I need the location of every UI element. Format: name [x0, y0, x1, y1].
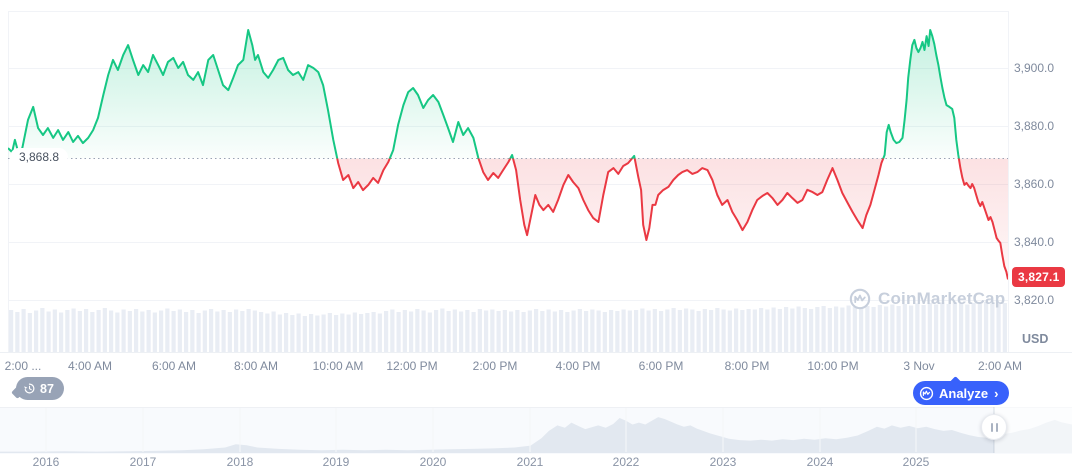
plot-bottom-divider — [0, 352, 1072, 353]
x-axis-tick-label: 4:00 PM — [555, 359, 601, 373]
analyze-label: Analyze — [939, 385, 989, 401]
timeline-year-label: 2016 — [32, 455, 60, 469]
x-axis-tick-label: 2:00 ... — [4, 359, 42, 373]
baseline-price-flag: 3,868.8 — [10, 148, 69, 166]
x-axis-tick-label: 3 Nov — [903, 359, 935, 373]
y-axis-tick-label: 3,820.0 — [1014, 293, 1055, 307]
gridline — [8, 300, 1008, 301]
timeline-scrubber[interactable] — [0, 407, 1072, 454]
x-axis-tick-label: 10:00 AM — [312, 359, 364, 373]
coinmarketcap-watermark: CoinMarketCap — [849, 288, 1005, 310]
timeline-year-label: 2019 — [322, 455, 350, 469]
timeline-year-label: 2023 — [709, 455, 737, 469]
coinmarketcap-logo-icon — [849, 288, 871, 310]
x-axis-tick-label: 2:00 AM — [977, 359, 1023, 373]
x-axis-tick-label: 8:00 AM — [233, 359, 279, 373]
timeline-year-label: 2017 — [129, 455, 157, 469]
x-axis-tick-label: 2:00 PM — [472, 359, 518, 373]
timeline-year-label: 2024 — [806, 455, 834, 469]
history-count: 87 — [40, 381, 54, 396]
handle-grip-icon — [995, 422, 998, 432]
watermark-text: CoinMarketCap — [878, 289, 1006, 308]
timeline-handle[interactable] — [981, 414, 1007, 440]
y-axis-unit-label: USD — [1022, 332, 1049, 346]
last-price-badge: 3,827.1 — [1012, 267, 1066, 287]
timeline-year-label: 2021 — [516, 455, 544, 469]
y-axis-tick-label: 3,860.0 — [1014, 177, 1055, 191]
timeline-year-label: 2025 — [902, 455, 930, 469]
analyze-logo-icon — [919, 386, 934, 401]
x-axis-tick-label: 6:00 PM — [638, 359, 684, 373]
y-axis-tick-label: 3,880.0 — [1014, 119, 1055, 133]
y-axis-tick-label: 3,900.0 — [1014, 61, 1055, 75]
x-axis-tick-label: 6:00 AM — [151, 359, 197, 373]
x-axis-tick-label: 10:00 PM — [807, 359, 859, 373]
timeline-year-label: 2018 — [226, 455, 254, 469]
timeline-year-label: 2020 — [419, 455, 447, 469]
x-axis-tick-label: 8:00 PM — [724, 359, 770, 373]
x-axis-tick-label: 12:00 PM — [386, 359, 438, 373]
analyze-button[interactable]: Analyze › — [913, 381, 1010, 405]
timeline-year-label: 2022 — [612, 455, 640, 469]
chevron-right-icon: › — [994, 385, 999, 401]
history-clock-icon — [23, 382, 36, 395]
history-badge[interactable]: 87 — [16, 377, 64, 400]
handle-grip-icon — [990, 422, 993, 432]
y-axis-tick-label: 3,840.0 — [1014, 235, 1055, 249]
x-axis-tick-label: 4:00 AM — [67, 359, 113, 373]
